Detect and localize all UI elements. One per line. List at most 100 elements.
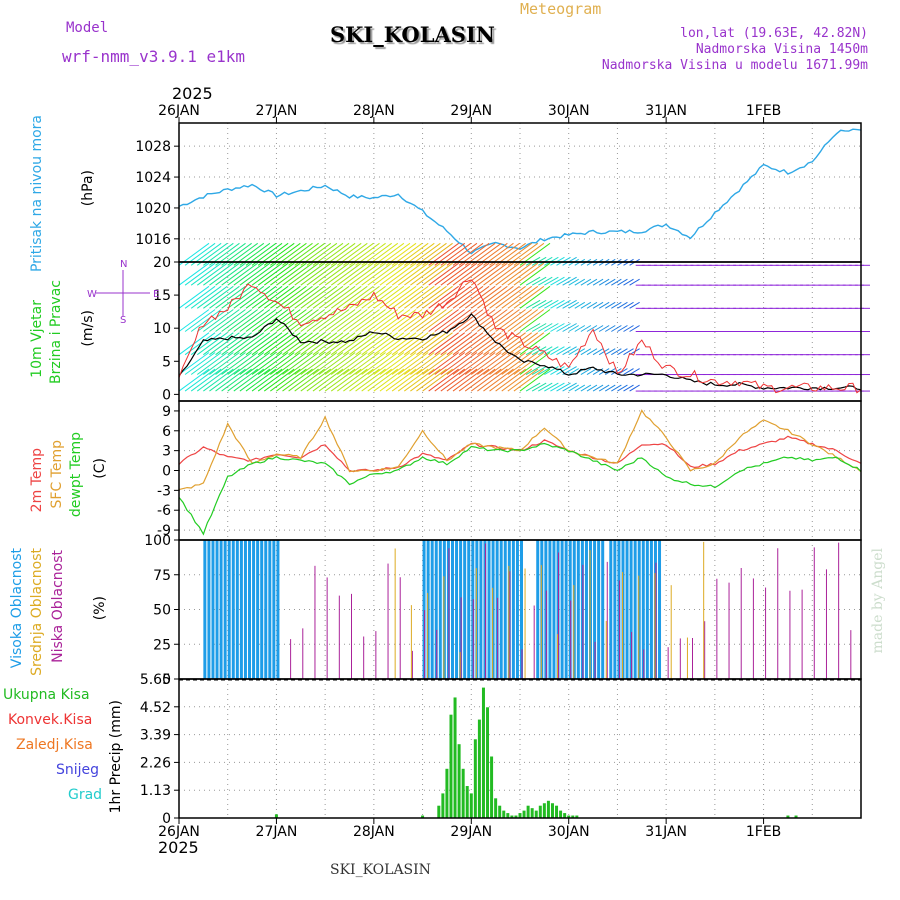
wind-barb — [440, 352, 472, 375]
xtick-label-top: 31JAN — [645, 103, 687, 119]
wind-barb — [483, 285, 514, 309]
wind-barb — [373, 352, 405, 375]
wind-barb — [337, 262, 368, 286]
wind-barb — [385, 309, 417, 332]
wind-barb — [397, 285, 429, 309]
wind-barb — [294, 368, 325, 392]
wind-barb — [337, 368, 368, 392]
pressure-ytick-label: 1016 — [135, 232, 171, 248]
wind-barb — [391, 262, 423, 286]
wind-barb — [501, 352, 533, 375]
wind-barb — [306, 262, 338, 286]
high-cloud-bar — [264, 540, 268, 679]
precip-bar — [449, 714, 453, 818]
wind-barb — [428, 368, 459, 392]
wind-barb — [519, 262, 551, 286]
high-cloud-bar — [548, 540, 552, 679]
wind-barb — [434, 309, 466, 332]
high-cloud-bar — [434, 540, 438, 679]
wind-barb — [312, 368, 344, 392]
wind-barb — [422, 368, 453, 392]
wind-barb — [257, 352, 289, 375]
meteogram-label: Meteogram — [520, 0, 602, 18]
wind-barb — [203, 352, 234, 375]
wind-barb — [617, 348, 628, 356]
wind-barb — [355, 352, 386, 375]
wind-barb — [233, 352, 265, 375]
wind-barb — [221, 352, 252, 375]
wind-barb — [604, 278, 616, 286]
high-cloud-bar — [235, 540, 239, 679]
wind-barb — [458, 352, 490, 375]
wind-barb — [562, 323, 577, 332]
precip-bar — [563, 813, 567, 818]
wind-barb — [355, 332, 386, 356]
wind-barb — [507, 285, 539, 309]
wind-barb — [221, 368, 252, 392]
wind-barb — [562, 366, 577, 375]
wind-barb — [531, 276, 547, 286]
wind-barb — [391, 368, 423, 392]
wind-barb — [495, 352, 526, 375]
wind-barb — [245, 309, 277, 332]
precip-bar — [575, 815, 579, 818]
wind-barb — [385, 262, 417, 286]
station-title: SKI_KOLASIN — [330, 22, 495, 47]
precip-bar — [786, 815, 790, 818]
wind-barb — [446, 332, 478, 356]
wind-barb — [507, 309, 539, 332]
wind-barb — [434, 368, 466, 392]
wind-barb — [251, 309, 283, 332]
wind-barb — [337, 285, 368, 309]
cloud-ytick-label: 100 — [144, 533, 171, 549]
high-cloud-bar — [584, 540, 588, 679]
wind-barb — [452, 332, 484, 356]
wind-barb — [604, 325, 616, 332]
wind-barb — [434, 332, 466, 356]
wind-barb — [501, 309, 533, 332]
wind-barb — [592, 278, 604, 286]
wind-barb — [623, 301, 634, 309]
high-cloud-bar — [268, 540, 272, 679]
wind-ytick-label: 5 — [162, 354, 171, 370]
pressure-ytick-label: 1028 — [135, 139, 171, 155]
wind-barb — [629, 384, 640, 392]
wind-barb — [257, 368, 289, 392]
wind-barb — [592, 384, 604, 392]
wind-barb — [282, 352, 313, 375]
wind-barb — [257, 285, 289, 309]
precip-bar — [274, 814, 278, 818]
high-cloud-bar — [455, 540, 459, 679]
high-cloud-bar — [601, 540, 605, 679]
wind-barb — [422, 285, 453, 309]
wind-barb — [623, 348, 634, 356]
wind-barb — [288, 332, 319, 356]
wind-barb — [477, 285, 508, 309]
wind-barb — [349, 285, 380, 309]
temp-ytick-label: -6 — [157, 503, 171, 519]
wind-barb — [428, 352, 459, 375]
cloud-ytick-label: 75 — [153, 568, 171, 584]
high-cloud-bar — [597, 540, 601, 679]
wind-barb — [580, 368, 592, 375]
wind-barb — [294, 309, 325, 332]
wind-barb — [263, 262, 295, 286]
wind-barb — [270, 368, 301, 392]
wind-barb — [422, 332, 453, 356]
wind-barb — [556, 382, 571, 392]
wind-barb — [215, 285, 246, 309]
wind-barb — [562, 276, 577, 286]
wind-barb — [203, 332, 234, 356]
wind-barb — [196, 332, 228, 356]
wind-barb — [361, 352, 392, 375]
precip-ytick-label: 1.13 — [140, 783, 171, 799]
wind-barb — [513, 332, 545, 356]
wind-barb — [538, 346, 553, 356]
high-cloud-bar — [576, 540, 580, 679]
precip-bar — [457, 744, 461, 818]
high-cloud-bar — [633, 540, 637, 679]
wind-barb — [452, 262, 484, 286]
wind-barb — [489, 262, 520, 286]
xtick-label-top: 28JAN — [353, 103, 395, 119]
wind-barb — [544, 323, 559, 332]
